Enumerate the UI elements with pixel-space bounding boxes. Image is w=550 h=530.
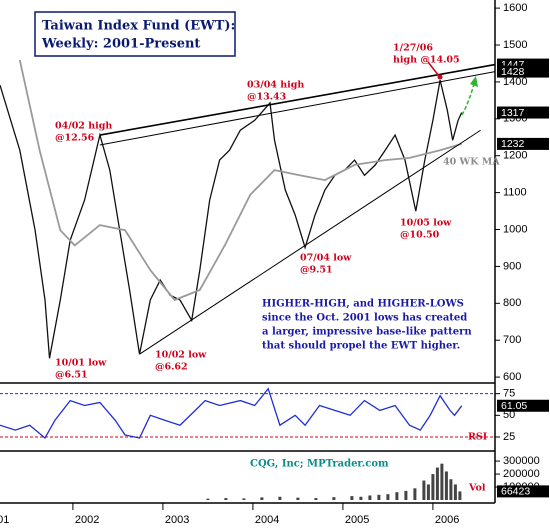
title-box bbox=[34, 11, 236, 57]
value-box-label: 1317 bbox=[501, 107, 525, 119]
value-box-label: 1428 bbox=[501, 66, 525, 78]
annotation: @12.56 bbox=[55, 133, 95, 144]
source: CQG, Inc; MPTrader.com bbox=[250, 459, 389, 470]
volume-bar bbox=[332, 497, 336, 500]
volume-bar bbox=[377, 494, 381, 500]
volume-bar bbox=[242, 498, 246, 500]
peak-dot bbox=[437, 74, 443, 80]
value-box-label: 1232 bbox=[501, 138, 525, 150]
note-line: a larger, impressive base-like pattern bbox=[262, 327, 472, 338]
trendline bbox=[99, 71, 496, 146]
ma-label: 40 WK MA bbox=[443, 157, 500, 168]
x-tick-label: 2002 bbox=[75, 514, 99, 526]
volume-bar bbox=[368, 495, 372, 500]
volume-bar bbox=[449, 479, 453, 500]
volume-bar bbox=[435, 467, 439, 500]
value-box-label: 66423 bbox=[501, 486, 530, 498]
trendline bbox=[139, 129, 481, 355]
y-tick-label: 900 bbox=[503, 260, 521, 272]
annotation: @6.62 bbox=[155, 362, 188, 373]
chart-title: Taiwan Index Fund (EWT): bbox=[42, 19, 235, 34]
volume-bar bbox=[458, 491, 462, 500]
annotation: 07/04 low bbox=[300, 253, 352, 264]
note-line: HIGHER-HIGH, and HIGHER-LOWS bbox=[262, 299, 464, 310]
pointer bbox=[427, 61, 440, 77]
x-tick-label: 2001 bbox=[0, 514, 9, 526]
arrow-head bbox=[470, 76, 478, 87]
indicator-line bbox=[18, 59, 462, 302]
y-tick-label: 800 bbox=[503, 297, 521, 309]
volume-bar bbox=[314, 498, 318, 500]
volume-bar bbox=[431, 474, 435, 500]
y-tick-label: 1200 bbox=[503, 150, 527, 162]
volume-bar bbox=[453, 484, 457, 500]
volume-bar bbox=[359, 496, 363, 500]
annotation: 10/02 low bbox=[155, 350, 207, 361]
annotation: high @14.05 bbox=[393, 55, 460, 66]
y-tick-label: 1500 bbox=[503, 39, 527, 51]
value-box bbox=[497, 485, 549, 498]
annotation: @10.50 bbox=[400, 230, 440, 241]
volume-bar bbox=[395, 492, 399, 500]
y-tick-label: 1100 bbox=[503, 187, 527, 199]
value-box bbox=[497, 137, 549, 150]
volume-bar bbox=[206, 498, 210, 500]
volume-bar bbox=[413, 488, 417, 500]
y-tick-label: 50 bbox=[503, 409, 515, 421]
indicator-line bbox=[0, 387, 463, 440]
volume-bar bbox=[426, 484, 430, 500]
y-tick-label: 75 bbox=[503, 388, 515, 400]
annotation: @6.51 bbox=[55, 370, 88, 381]
annotation: 04/02 high bbox=[55, 121, 112, 132]
y-tick-label: 700 bbox=[503, 334, 521, 346]
volume-bar bbox=[350, 496, 354, 500]
annotation: @9.51 bbox=[300, 265, 333, 276]
volume-bar bbox=[296, 497, 300, 500]
value-box-label: 61.05 bbox=[501, 400, 527, 412]
volume-bar bbox=[440, 463, 444, 500]
arrow bbox=[461, 79, 476, 116]
value-box bbox=[497, 65, 549, 78]
x-tick-label: 2004 bbox=[255, 514, 279, 526]
chart-subtitle: Weekly: 2001-Present bbox=[41, 37, 200, 52]
annotation: 1/27/06 bbox=[393, 43, 433, 54]
y-tick-label: 1600 bbox=[503, 2, 527, 14]
volume-bar bbox=[422, 480, 426, 500]
note-line: that should propel the EWT higher. bbox=[262, 341, 460, 352]
trendline bbox=[99, 63, 496, 136]
x-tick-label: 2005 bbox=[345, 514, 369, 526]
volume-bar bbox=[386, 494, 390, 500]
annotation: 10/01 low bbox=[55, 358, 107, 369]
y-tick-label: 1000 bbox=[503, 223, 527, 235]
y-tick-label: 200000 bbox=[503, 468, 540, 480]
volume-bar bbox=[444, 471, 448, 500]
volume-bar bbox=[404, 490, 408, 500]
vol-label: Vol bbox=[468, 483, 486, 494]
y-tick-label: 600 bbox=[503, 371, 521, 383]
annotation: 10/05 low bbox=[400, 218, 452, 229]
x-tick-label: 2006 bbox=[435, 514, 459, 526]
value-box bbox=[497, 106, 549, 119]
y-tick-label: 300000 bbox=[503, 455, 540, 467]
x-tick-label: 2003 bbox=[165, 514, 189, 526]
annotation: @13.43 bbox=[247, 92, 286, 103]
volume-bar bbox=[278, 496, 282, 500]
volume-bar bbox=[224, 498, 228, 500]
y-tick-label: 25 bbox=[503, 431, 515, 443]
volume-bar bbox=[260, 497, 264, 500]
rsi-label: RSI bbox=[468, 432, 488, 443]
annotation: 03/04 high bbox=[247, 80, 304, 91]
value-box bbox=[497, 399, 549, 412]
y-tick-label: 1400 bbox=[503, 76, 527, 88]
note-line: since the Oct. 2001 lows has created bbox=[262, 313, 467, 324]
